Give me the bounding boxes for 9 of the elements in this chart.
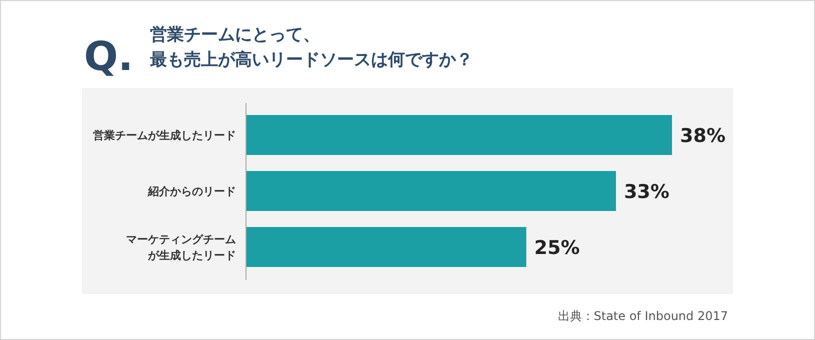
data-label: 38% xyxy=(680,125,726,147)
y-tick-label: マーケティングチームが生成したリード xyxy=(126,233,236,262)
y-tick-label: 営業チームが生成したリード xyxy=(93,129,236,142)
chart-title: Q. xyxy=(84,34,134,80)
data-label: 33% xyxy=(624,181,670,203)
data-label: 25% xyxy=(534,237,580,259)
chart-subtitle: 営業チームにとって、最も売上が高いリードソースは何ですか？ xyxy=(149,25,473,70)
source-note: 出典：State of Inbound 2017 xyxy=(558,309,728,323)
y-tick-label: 紹介からのリード xyxy=(147,185,236,198)
